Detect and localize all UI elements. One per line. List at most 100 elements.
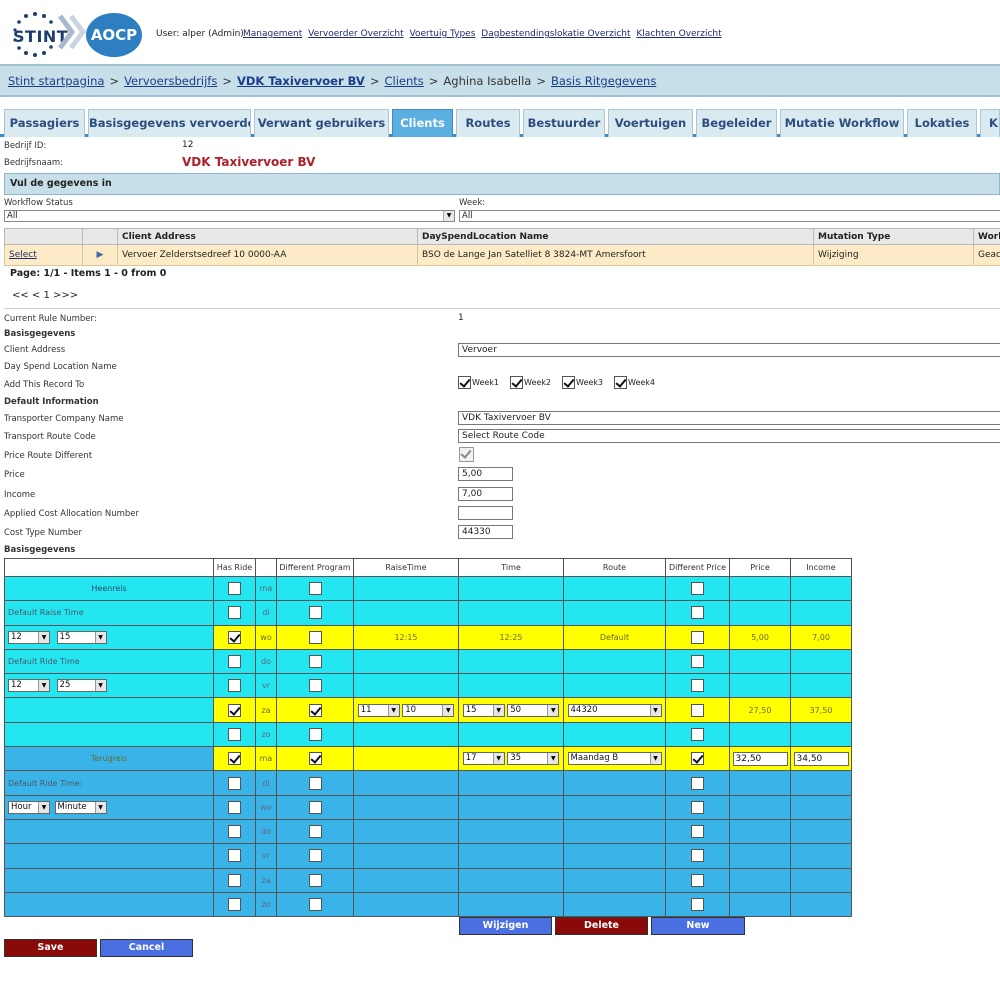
route-select[interactable]: Maandag B ▼ (567, 752, 662, 766)
different-price-checkbox[interactable] (691, 800, 704, 814)
select-link[interactable]: Select (9, 250, 37, 260)
different-price-checkbox[interactable] (691, 727, 704, 741)
different-price-checkbox[interactable] (691, 582, 704, 596)
has-ride-checkbox[interactable] (228, 752, 241, 766)
income-input[interactable]: 7,00 (458, 487, 513, 501)
raise-hour-select[interactable]: 12 ▼ (8, 630, 50, 644)
different-price-checkbox[interactable] (691, 630, 704, 644)
has-ride-checkbox[interactable] (228, 679, 241, 693)
week2-option[interactable]: Week2 (510, 376, 551, 389)
different-price-checkbox[interactable] (691, 703, 704, 717)
week4-checkbox[interactable] (614, 376, 627, 389)
delete-button[interactable]: Delete (555, 917, 648, 935)
different-price-checkbox[interactable] (691, 606, 704, 620)
wijzigen-button[interactable]: Wijzigen (459, 917, 552, 935)
price-route-different-checkbox[interactable] (459, 447, 474, 462)
raisetime-minute-select[interactable]: 10 ▼ (402, 703, 455, 717)
has-ride-checkbox[interactable] (228, 825, 241, 839)
time-hour-select[interactable]: 17 ▼ (462, 752, 505, 766)
cancel-button[interactable]: Cancel (100, 939, 193, 957)
tab-verwant-gebruikers[interactable]: Verwant gebruikers (254, 109, 389, 137)
route-code-select[interactable]: Select Route Code (458, 429, 1000, 443)
week3-checkbox[interactable] (562, 376, 575, 389)
has-ride-checkbox[interactable] (228, 898, 241, 911)
raisetime-hour-select[interactable]: 11 ▼ (357, 703, 400, 717)
has-ride-checkbox[interactable] (228, 703, 241, 717)
week1-option[interactable]: Week1 (458, 376, 499, 389)
week3-option[interactable]: Week3 (562, 376, 603, 389)
save-button[interactable]: Save (4, 939, 97, 957)
client-address-input[interactable]: Vervoer (458, 343, 1000, 357)
different-program-checkbox[interactable] (308, 606, 322, 620)
breadcrumb-clients[interactable]: Clients (384, 74, 424, 88)
pager[interactable]: << < 1 >>> (12, 290, 79, 301)
applied-cost-input[interactable] (458, 506, 513, 520)
tab-bestuurder[interactable]: Bestuurder (523, 109, 605, 137)
different-price-checkbox[interactable] (691, 655, 704, 669)
tab-mutatie-workflow[interactable]: Mutatie Workflow (780, 109, 904, 137)
tab-passagiers[interactable]: Passagiers (4, 109, 85, 137)
different-program-checkbox[interactable] (308, 752, 322, 766)
new-button[interactable]: New (651, 917, 745, 935)
time-minute-select[interactable]: 50 ▼ (507, 703, 560, 717)
week2-checkbox[interactable] (510, 376, 523, 389)
nav-dagbestendingslokatie-overzicht[interactable]: Dagbestendingslokatie Overzicht (481, 29, 631, 39)
has-ride-checkbox[interactable] (228, 873, 241, 887)
different-price-checkbox[interactable] (691, 776, 704, 790)
tab-basisgegevens-vervoerder[interactable]: Basisgegevens vervoerder (88, 109, 251, 137)
different-price-checkbox[interactable] (691, 679, 704, 693)
tab-routes[interactable]: Routes (456, 109, 520, 137)
stint-logo[interactable]: STINT (6, 10, 86, 58)
different-program-checkbox[interactable] (308, 703, 322, 717)
week-select[interactable]: All (459, 210, 1000, 222)
has-ride-checkbox[interactable] (228, 727, 241, 741)
different-program-checkbox[interactable] (308, 582, 322, 596)
different-price-checkbox[interactable] (691, 849, 704, 863)
different-program-checkbox[interactable] (308, 898, 322, 911)
price-input[interactable]: 32,50 (732, 751, 788, 766)
play-icon[interactable]: ▶ (96, 250, 104, 260)
breadcrumb-vervoersbedrijfs[interactable]: Vervoersbedrijfs (124, 74, 218, 88)
has-ride-checkbox[interactable] (228, 776, 241, 790)
different-program-checkbox[interactable] (308, 825, 322, 839)
different-price-checkbox[interactable] (691, 825, 704, 839)
breadcrumb-basis-ritgegevens[interactable]: Basis Ritgegevens (550, 74, 657, 88)
different-program-checkbox[interactable] (308, 849, 322, 863)
tab-voertuigen[interactable]: Voertuigen (608, 109, 693, 137)
route-select[interactable]: 44320 ▼ (567, 703, 662, 717)
time-minute-select[interactable]: 35 ▼ (507, 752, 560, 766)
has-ride-checkbox[interactable] (228, 606, 241, 620)
week1-checkbox[interactable] (458, 376, 471, 389)
nav-vervoerder-overzicht[interactable]: Vervoerder Overzicht (308, 29, 404, 39)
workflow-status-select[interactable]: All ▼ (4, 210, 455, 222)
week4-option[interactable]: Week4 (614, 376, 655, 389)
has-ride-checkbox[interactable] (228, 655, 241, 669)
cost-type-input[interactable]: 44330 (458, 525, 513, 539)
breadcrumb-stint-startpagina[interactable]: Stint startpagina (8, 74, 105, 88)
different-program-checkbox[interactable] (308, 655, 322, 669)
has-ride-checkbox[interactable] (228, 849, 241, 863)
tab-lokaties[interactable]: Lokaties (907, 109, 977, 137)
different-program-checkbox[interactable] (308, 727, 322, 741)
has-ride-checkbox[interactable] (228, 800, 241, 814)
ride-minute-select[interactable]: 25 ▼ (56, 679, 107, 693)
nav-klachten-overzicht[interactable]: Klachten Overzicht (636, 29, 722, 39)
price-input[interactable]: 5,00 (458, 467, 513, 481)
hour-select[interactable]: Hour ▼ (8, 800, 50, 814)
different-program-checkbox[interactable] (308, 776, 322, 790)
raise-minute-select[interactable]: 15 ▼ (56, 630, 107, 644)
table-row[interactable]: Select ▶ Vervoer Zelderstsedreef 10 0000… (4, 244, 1000, 266)
tab-overflow[interactable]: K (980, 109, 1000, 137)
different-program-checkbox[interactable] (308, 630, 322, 644)
minute-select[interactable]: Minute ▼ (54, 800, 107, 814)
ride-hour-select[interactable]: 12 ▼ (8, 679, 50, 693)
different-price-checkbox[interactable] (691, 752, 704, 766)
nav-voertuig-types[interactable]: Voertuig Types (409, 29, 476, 39)
different-program-checkbox[interactable] (308, 679, 322, 693)
has-ride-checkbox[interactable] (228, 630, 241, 644)
different-program-checkbox[interactable] (308, 800, 322, 814)
has-ride-checkbox[interactable] (228, 582, 241, 596)
nav-management[interactable]: Management (243, 29, 303, 39)
different-price-checkbox[interactable] (691, 873, 704, 887)
different-price-checkbox[interactable] (691, 898, 704, 911)
